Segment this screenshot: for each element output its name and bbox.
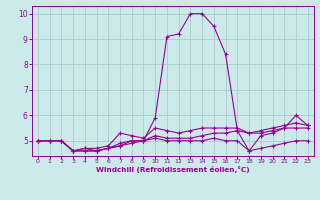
X-axis label: Windchill (Refroidissement éolien,°C): Windchill (Refroidissement éolien,°C): [96, 166, 250, 173]
